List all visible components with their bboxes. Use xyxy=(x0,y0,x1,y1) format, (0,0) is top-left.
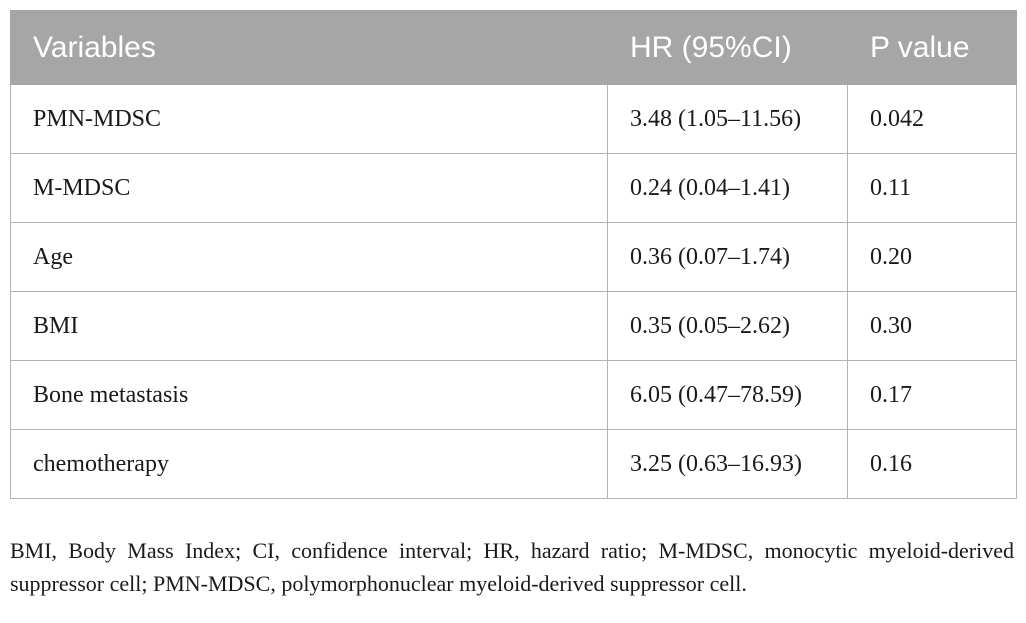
cell-p-value: 0.30 xyxy=(847,291,1017,361)
cell-variable: Bone metastasis xyxy=(10,360,608,430)
cell-p-value: 0.16 xyxy=(847,429,1017,499)
cell-p-value: 0.20 xyxy=(847,222,1017,292)
cell-variable: chemotherapy xyxy=(10,429,608,499)
table-row: chemotherapy 3.25 (0.63–16.93) 0.16 xyxy=(10,429,1017,499)
cell-variable: BMI xyxy=(10,291,608,361)
cell-variable: Age xyxy=(10,222,608,292)
cell-hr-ci: 0.35 (0.05–2.62) xyxy=(607,291,848,361)
cell-variable: PMN-MDSC xyxy=(10,84,608,154)
results-table-container: Variables HR (95%CI) P value PMN-MDSC 3.… xyxy=(10,10,1017,499)
cell-variable: M-MDSC xyxy=(10,153,608,223)
cell-p-value: 0.17 xyxy=(847,360,1017,430)
header-variables: Variables xyxy=(10,10,608,85)
table-footnote: BMI, Body Mass Index; CI, confidence int… xyxy=(10,538,1014,596)
cell-hr-ci: 3.25 (0.63–16.93) xyxy=(607,429,848,499)
hazard-ratio-table: Variables HR (95%CI) P value PMN-MDSC 3.… xyxy=(10,10,1017,499)
cell-p-value: 0.11 xyxy=(847,153,1017,223)
cell-hr-ci: 0.36 (0.07–1.74) xyxy=(607,222,848,292)
cell-hr-ci: 3.48 (1.05–11.56) xyxy=(607,84,848,154)
header-hr-ci: HR (95%CI) xyxy=(607,10,848,85)
table-row: PMN-MDSC 3.48 (1.05–11.56) 0.042 xyxy=(10,84,1017,154)
cell-hr-ci: 6.05 (0.47–78.59) xyxy=(607,360,848,430)
table-row: M-MDSC 0.24 (0.04–1.41) 0.11 xyxy=(10,153,1017,223)
table-row: Bone metastasis 6.05 (0.47–78.59) 0.17 xyxy=(10,360,1017,430)
table-row: BMI 0.35 (0.05–2.62) 0.30 xyxy=(10,291,1017,361)
cell-p-value: 0.042 xyxy=(847,84,1017,154)
cell-hr-ci: 0.24 (0.04–1.41) xyxy=(607,153,848,223)
header-p-value: P value xyxy=(847,10,1017,85)
table-header-row: Variables HR (95%CI) P value xyxy=(10,10,1017,85)
table-row: Age 0.36 (0.07–1.74) 0.20 xyxy=(10,222,1017,292)
